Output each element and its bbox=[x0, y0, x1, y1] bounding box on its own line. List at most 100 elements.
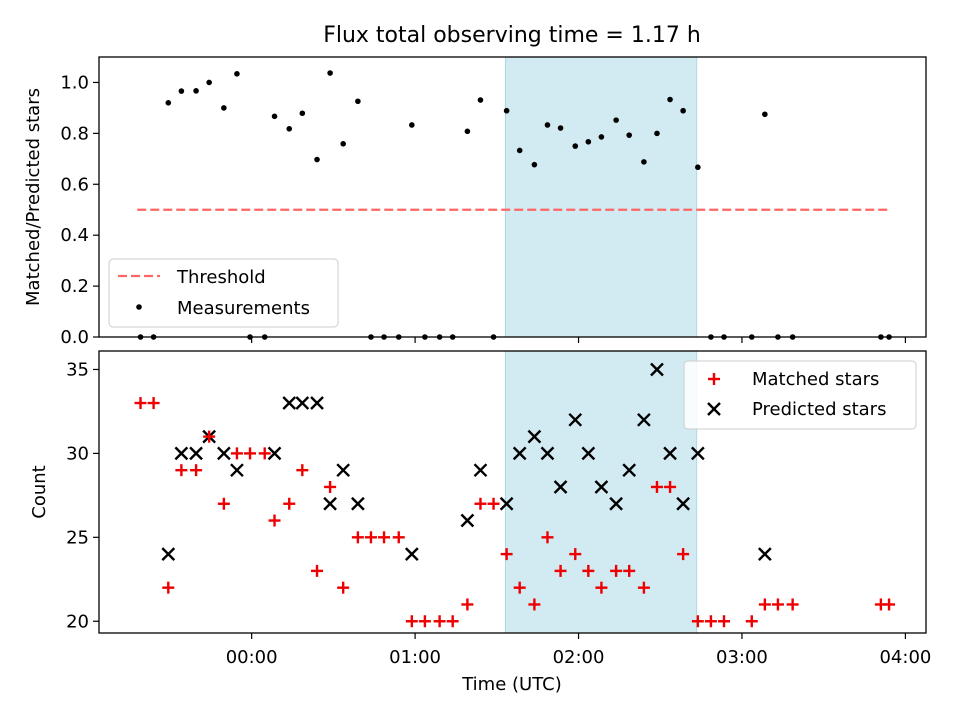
bottom-xtick-label: 00:00 bbox=[226, 647, 278, 668]
predicted-star-point bbox=[283, 397, 295, 409]
measurement-point bbox=[193, 88, 199, 94]
matched-star-point bbox=[352, 531, 364, 543]
measurement-point bbox=[327, 70, 333, 76]
matched-star-point bbox=[393, 531, 405, 543]
legend-measurements-swatch bbox=[136, 304, 142, 310]
legend-predicted-label: Predicted stars bbox=[752, 399, 886, 420]
matched-star-point bbox=[488, 498, 500, 510]
bottom-x-axis-label: Time (UTC) bbox=[461, 674, 562, 695]
matched-star-point bbox=[175, 464, 187, 476]
legend-measurements-label: Measurements bbox=[177, 298, 310, 319]
measurement-point bbox=[626, 132, 632, 138]
measurement-point bbox=[179, 88, 185, 94]
top-ytick-label: 1.0 bbox=[60, 72, 89, 93]
figure: Flux total observing time = 1.17 h Match… bbox=[0, 0, 960, 720]
bottom-ytick-label: 30 bbox=[66, 443, 89, 464]
predicted-star-point bbox=[474, 464, 486, 476]
bottom-xtick-label: 04:00 bbox=[879, 647, 931, 668]
bottom-xtick-label: 03:00 bbox=[716, 647, 768, 668]
matched-star-point bbox=[283, 498, 295, 510]
predicted-star-point bbox=[337, 464, 349, 476]
matched-star-point bbox=[378, 531, 390, 543]
bottom-ytick-label: 25 bbox=[66, 527, 89, 548]
matched-star-point bbox=[883, 598, 895, 610]
matched-star-point bbox=[337, 582, 349, 594]
matched-star-point bbox=[269, 515, 281, 527]
legend-matched-label: Matched stars bbox=[752, 369, 879, 390]
bottom-xtick-label: 02:00 bbox=[553, 647, 605, 668]
matched-star-point bbox=[296, 464, 308, 476]
matched-star-point bbox=[231, 447, 243, 459]
measurement-point bbox=[221, 105, 227, 111]
measurement-point bbox=[558, 125, 564, 131]
measurement-point bbox=[165, 100, 171, 106]
matched-star-point bbox=[759, 598, 771, 610]
matched-star-point bbox=[474, 498, 486, 510]
measurement-point bbox=[286, 126, 292, 132]
matched-star-point bbox=[718, 615, 730, 627]
matched-star-point bbox=[419, 615, 431, 627]
measurement-point bbox=[667, 97, 673, 103]
bottom-xtick-label: 01:00 bbox=[389, 647, 441, 668]
measurement-point bbox=[517, 148, 523, 154]
predicted-star-point bbox=[324, 498, 336, 510]
top-ytick-label: 0.0 bbox=[60, 327, 89, 348]
measurement-point bbox=[314, 157, 320, 163]
matched-star-point bbox=[324, 481, 336, 493]
matched-star-point bbox=[162, 582, 174, 594]
measurement-point bbox=[680, 108, 686, 114]
measurement-point bbox=[355, 98, 361, 104]
top-y-axis-label: Matched/Predicted stars bbox=[23, 88, 44, 306]
top-chart-title: Flux total observing time = 1.17 h bbox=[323, 23, 701, 48]
measurement-point bbox=[572, 143, 578, 149]
matched-star-point bbox=[135, 397, 147, 409]
measurement-point bbox=[695, 164, 701, 170]
matched-star-point bbox=[311, 565, 323, 577]
measurement-point bbox=[532, 162, 538, 168]
predicted-star-point bbox=[759, 548, 771, 560]
measurement-point bbox=[340, 141, 346, 147]
matched-star-point bbox=[447, 615, 459, 627]
measurement-point bbox=[599, 134, 605, 140]
measurement-point bbox=[586, 139, 592, 145]
predicted-star-point bbox=[162, 548, 174, 560]
measurement-point bbox=[613, 117, 619, 123]
measurement-point bbox=[654, 131, 660, 137]
predicted-star-point bbox=[352, 498, 364, 510]
measurement-point bbox=[641, 159, 647, 165]
measurement-point bbox=[234, 71, 240, 77]
bottom-legend: Matched stars Predicted stars bbox=[684, 361, 916, 429]
measurement-point bbox=[206, 80, 212, 86]
matched-star-point bbox=[461, 598, 473, 610]
bottom-ytick-label: 35 bbox=[66, 359, 89, 380]
measurement-point bbox=[272, 114, 278, 120]
matched-star-point bbox=[406, 615, 418, 627]
predicted-star-point bbox=[231, 464, 243, 476]
measurement-point bbox=[300, 110, 306, 116]
matched-star-point bbox=[190, 464, 202, 476]
measurement-point bbox=[478, 97, 484, 103]
top-ytick-label: 0.6 bbox=[60, 174, 89, 195]
top-ytick-label: 0.2 bbox=[60, 276, 89, 297]
matched-star-point bbox=[365, 531, 377, 543]
predicted-star-point bbox=[311, 397, 323, 409]
predicted-star-point bbox=[175, 447, 187, 459]
measurement-point bbox=[504, 108, 510, 114]
top-ytick-label: 0.4 bbox=[60, 225, 89, 246]
matched-star-point bbox=[772, 598, 784, 610]
matched-star-point bbox=[434, 615, 446, 627]
matched-star-point bbox=[787, 598, 799, 610]
matched-star-point bbox=[148, 397, 160, 409]
bottom-y-axis-label: Count bbox=[29, 465, 50, 518]
bottom-ytick-label: 20 bbox=[66, 611, 89, 632]
measurement-point bbox=[409, 122, 415, 128]
predicted-star-point bbox=[218, 447, 230, 459]
top-legend: Threshold Measurements bbox=[109, 259, 338, 327]
predicted-star-point bbox=[190, 447, 202, 459]
measurement-point bbox=[545, 122, 551, 128]
matched-star-point bbox=[705, 615, 717, 627]
top-ytick-label: 0.8 bbox=[60, 123, 89, 144]
predicted-star-point bbox=[296, 397, 308, 409]
measurement-point bbox=[762, 111, 768, 117]
legend-threshold-label: Threshold bbox=[176, 267, 266, 288]
